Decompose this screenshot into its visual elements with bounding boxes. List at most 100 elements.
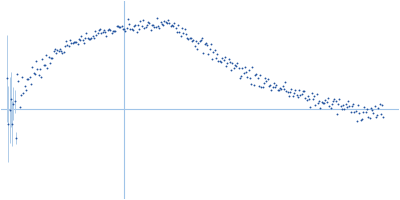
Point — [172, 26, 179, 30]
Point — [66, 45, 72, 48]
Point — [23, 89, 29, 92]
Point — [191, 44, 198, 47]
Point — [371, 105, 378, 108]
Point — [210, 50, 217, 53]
Point — [6, 109, 13, 112]
Point — [158, 21, 164, 24]
Point — [36, 67, 43, 70]
Point — [320, 101, 326, 104]
Point — [121, 27, 127, 30]
Point — [140, 18, 146, 21]
Point — [32, 72, 38, 76]
Point — [25, 78, 32, 81]
Point — [64, 43, 71, 47]
Point — [60, 51, 67, 54]
Point — [178, 34, 184, 37]
Point — [282, 81, 288, 84]
Point — [188, 36, 194, 39]
Point — [146, 22, 152, 25]
Point — [330, 100, 336, 103]
Point — [203, 42, 209, 45]
Point — [112, 29, 118, 32]
Point — [376, 103, 383, 106]
Point — [35, 73, 42, 77]
Point — [283, 90, 290, 93]
Point — [38, 75, 44, 78]
Point — [349, 104, 355, 107]
Point — [288, 88, 295, 91]
Point — [145, 20, 151, 23]
Point — [321, 101, 328, 105]
Point — [242, 66, 248, 69]
Point — [98, 32, 105, 35]
Point — [162, 21, 169, 24]
Point — [290, 94, 296, 98]
Point — [311, 94, 317, 98]
Point — [213, 56, 219, 60]
Point — [94, 32, 101, 35]
Point — [62, 44, 68, 48]
Point — [12, 100, 18, 103]
Point — [118, 25, 125, 28]
Point — [150, 23, 156, 27]
Point — [16, 105, 23, 108]
Point — [15, 80, 22, 83]
Point — [138, 24, 145, 27]
Point — [115, 24, 121, 27]
Point — [318, 101, 325, 104]
Point — [278, 88, 285, 91]
Point — [352, 110, 359, 113]
Point — [284, 90, 291, 94]
Point — [110, 29, 116, 32]
Point — [39, 57, 46, 60]
Point — [373, 116, 379, 119]
Point — [20, 91, 27, 94]
Point — [233, 65, 239, 68]
Point — [336, 97, 342, 100]
Point — [136, 27, 142, 30]
Point — [258, 85, 264, 88]
Point — [345, 99, 351, 103]
Point — [341, 108, 348, 111]
Point — [286, 94, 292, 98]
Point — [193, 39, 199, 42]
Point — [358, 119, 364, 122]
Point — [261, 81, 267, 85]
Point — [334, 112, 340, 115]
Point — [212, 48, 218, 51]
Point — [127, 27, 134, 30]
Point — [78, 35, 84, 38]
Point — [57, 47, 63, 50]
Point — [134, 31, 140, 34]
Point — [305, 95, 311, 98]
Point — [84, 36, 91, 39]
Point — [317, 106, 324, 109]
Point — [151, 25, 158, 28]
Point — [13, 137, 19, 140]
Point — [274, 88, 281, 91]
Point — [365, 115, 372, 119]
Point — [175, 24, 182, 27]
Point — [159, 22, 165, 26]
Point — [44, 66, 50, 69]
Point — [124, 27, 130, 30]
Point — [63, 39, 70, 42]
Point — [223, 64, 229, 67]
Point — [237, 76, 243, 79]
Point — [131, 24, 137, 27]
Point — [120, 27, 126, 30]
Point — [359, 117, 365, 121]
Point — [370, 111, 376, 114]
Point — [208, 42, 214, 46]
Point — [360, 110, 366, 113]
Point — [335, 102, 341, 105]
Point — [34, 68, 40, 71]
Point — [74, 43, 81, 46]
Point — [247, 77, 253, 80]
Point — [106, 27, 112, 30]
Point — [277, 86, 283, 90]
Point — [19, 76, 25, 79]
Point — [161, 20, 168, 23]
Point — [190, 38, 196, 41]
Point — [96, 28, 102, 31]
